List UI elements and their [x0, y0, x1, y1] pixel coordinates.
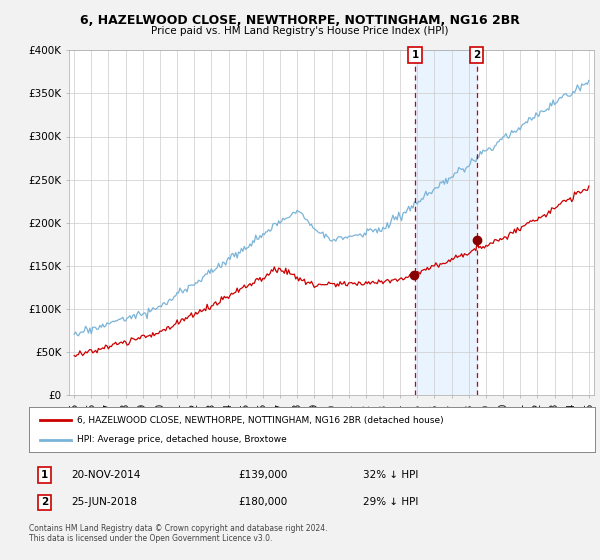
Text: 6, HAZELWOOD CLOSE, NEWTHORPE, NOTTINGHAM, NG16 2BR: 6, HAZELWOOD CLOSE, NEWTHORPE, NOTTINGHA…: [80, 14, 520, 27]
Text: £180,000: £180,000: [238, 497, 287, 507]
Text: 6, HAZELWOOD CLOSE, NEWTHORPE, NOTTINGHAM, NG16 2BR (detached house): 6, HAZELWOOD CLOSE, NEWTHORPE, NOTTINGHA…: [77, 416, 443, 425]
Text: 20-NOV-2014: 20-NOV-2014: [71, 470, 140, 480]
Text: Contains HM Land Registry data © Crown copyright and database right 2024.
This d: Contains HM Land Registry data © Crown c…: [29, 524, 328, 543]
Text: Price paid vs. HM Land Registry's House Price Index (HPI): Price paid vs. HM Land Registry's House …: [151, 26, 449, 36]
Text: £139,000: £139,000: [238, 470, 288, 480]
Text: 2: 2: [41, 497, 48, 507]
Text: 29% ↓ HPI: 29% ↓ HPI: [363, 497, 418, 507]
Text: 2: 2: [473, 50, 480, 60]
Text: HPI: Average price, detached house, Broxtowe: HPI: Average price, detached house, Brox…: [77, 435, 287, 444]
Text: 25-JUN-2018: 25-JUN-2018: [71, 497, 137, 507]
Text: 32% ↓ HPI: 32% ↓ HPI: [363, 470, 418, 480]
Text: 1: 1: [41, 470, 48, 480]
Bar: [415, 50, 476, 395]
Text: 1: 1: [412, 50, 419, 60]
